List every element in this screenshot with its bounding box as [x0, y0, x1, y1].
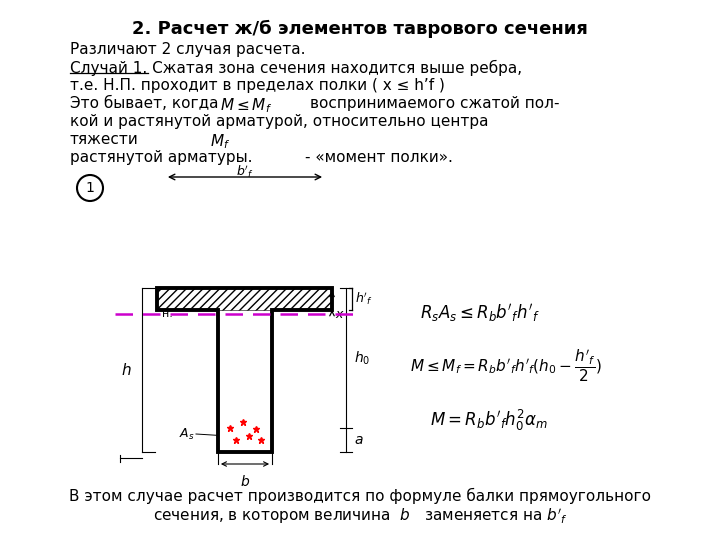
Text: - «момент полки».: - «момент полки».	[305, 150, 453, 165]
Text: $a$: $a$	[354, 433, 364, 447]
Text: $M_f$: $M_f$	[210, 132, 230, 151]
Text: $b$: $b$	[240, 474, 250, 489]
Text: кой и растянутой арматурой, относительно центра: кой и растянутой арматурой, относительно…	[70, 114, 488, 129]
Text: сечения, в котором величина  $b$   заменяется на $b'_f$: сечения, в котором величина $b$ заменяет…	[153, 506, 567, 525]
Text: $M = R_b b'_f h_0^2 \alpha_m$: $M = R_b b'_f h_0^2 \alpha_m$	[430, 408, 548, 433]
Text: 1: 1	[86, 181, 94, 195]
Text: $R_s A_s \leq R_b b'_f h'_f$: $R_s A_s \leq R_b b'_f h'_f$	[420, 302, 540, 324]
Text: Случай 1. Сжатая зона сечения находится выше ребра,: Случай 1. Сжатая зона сечения находится …	[70, 60, 522, 76]
Text: воспринимаемого сжатой пол-: воспринимаемого сжатой пол-	[310, 96, 559, 111]
Text: $A_s$: $A_s$	[179, 427, 195, 442]
Text: $M \leq M_f = R_b b'_f h'_f (h_0 - \dfrac{h'_f}{2})$: $M \leq M_f = R_b b'_f h'_f (h_0 - \dfra…	[410, 348, 602, 384]
Text: $h$: $h$	[122, 362, 132, 378]
Polygon shape	[157, 288, 332, 452]
Text: т.е. Н.П. проходит в пределах полки ( x ≤ h’f ): т.е. Н.П. проходит в пределах полки ( x …	[70, 78, 445, 93]
Text: $b'_f$: $b'_f$	[236, 163, 254, 180]
Text: Различают 2 случая расчета.: Различают 2 случая расчета.	[70, 42, 305, 57]
Text: Это бывает, когда: Это бывает, когда	[70, 96, 218, 111]
Text: $h'_f$: $h'_f$	[355, 291, 373, 307]
Text: тяжести: тяжести	[70, 132, 139, 147]
Text: $h_0$: $h_0$	[354, 349, 370, 367]
Text: растянутой арматуры.: растянутой арматуры.	[70, 150, 253, 165]
Text: $x$: $x$	[335, 307, 345, 321]
Text: н.: н.	[162, 309, 173, 319]
Text: В этом случае расчет производится по формуле балки прямоугольного: В этом случае расчет производится по фор…	[69, 488, 651, 504]
Text: $M \leq M_f$: $M \leq M_f$	[220, 96, 272, 114]
Text: 2. Расчет ж/б элементов таврового сечения: 2. Расчет ж/б элементов таврового сечени…	[132, 20, 588, 38]
